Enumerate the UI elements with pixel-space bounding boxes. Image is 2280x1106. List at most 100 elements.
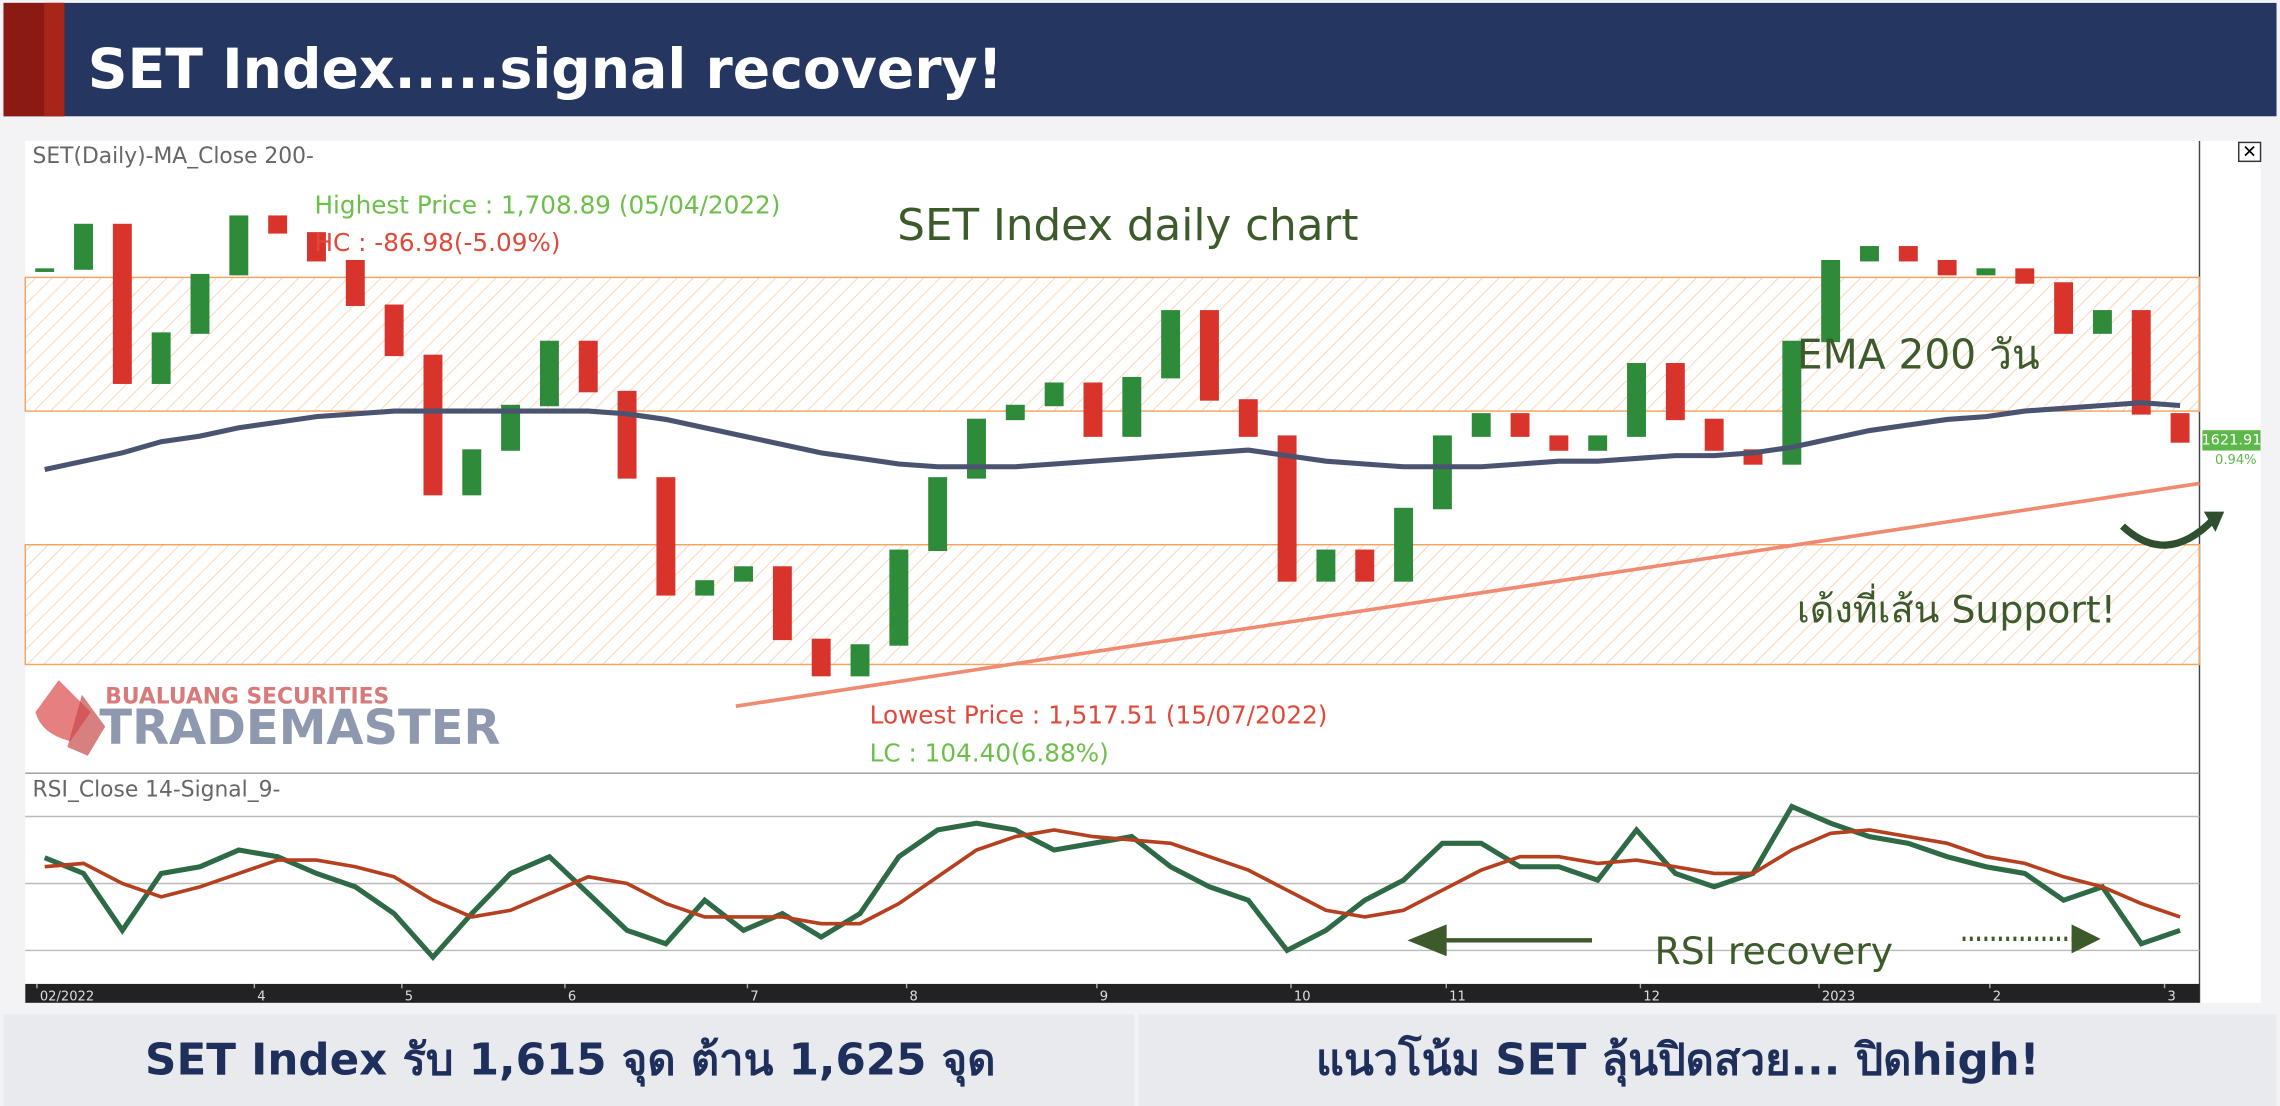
bounce-arrow: [2119, 517, 2216, 549]
candle: [268, 215, 288, 234]
x-tick-label: 10: [1294, 989, 1311, 1004]
candle: [1355, 549, 1375, 582]
candle: [501, 404, 521, 451]
candle: [2170, 413, 2190, 443]
candle: [1860, 246, 1879, 262]
x-tick-label: 2: [1993, 989, 2001, 1004]
x-tick-label: 2023: [1822, 989, 1855, 1004]
logo-top: BUALUANG SECURITIES: [105, 685, 389, 710]
lc-label: LC : 104.40(6.88%): [870, 738, 1109, 767]
header-bar: [3, 2, 2277, 117]
time-axis-bar: [25, 983, 2200, 1003]
footer-left-box: [3, 1014, 1135, 1106]
x-tick-label: 02/2022: [40, 989, 94, 1004]
candle: [151, 332, 171, 384]
candle: [384, 304, 404, 357]
candle: [345, 259, 365, 306]
ema-line: [44, 400, 2181, 473]
candle: [307, 232, 326, 262]
candle: [35, 268, 55, 272]
ema-label: EMA 200 วัน: [1797, 331, 2040, 379]
candle: [1627, 363, 1646, 437]
x-tick-label: 7: [750, 989, 758, 1004]
rsi-arrowhead-right: [2071, 924, 2101, 954]
candle: [1510, 413, 1530, 437]
candle: [889, 549, 909, 646]
candle: [190, 273, 210, 334]
signal-line: [44, 828, 2181, 926]
candle: [772, 566, 792, 641]
candle: [1316, 549, 1336, 582]
candle: [1277, 435, 1297, 582]
candle: [811, 638, 831, 677]
candle: [2054, 282, 2074, 334]
candle: [2015, 268, 2035, 284]
hc-label: HC : -86.98(-5.09%): [314, 228, 560, 257]
support-line: [735, 481, 2200, 709]
candle: [2092, 310, 2112, 334]
candle: [695, 580, 715, 596]
page-title: SET Index.....signal recovery!: [88, 38, 1003, 102]
candle: [1821, 259, 1841, 343]
price-panel-title: SET(Daily)-MA_Close 200-: [33, 144, 314, 169]
footer-left: SET Index รับ 1,615 จุด ต้าน 1,625 จุด: [145, 1035, 995, 1087]
support-label: เด้งที่เส้น Support!: [1797, 583, 2116, 631]
candle: [423, 354, 443, 496]
candle: [1083, 382, 1103, 437]
candle: [1432, 435, 1452, 510]
candle: [1782, 340, 1802, 465]
lowest-label: Lowest Price : 1,517.51 (15/07/2022): [870, 701, 1328, 730]
candle: [1122, 376, 1142, 437]
candle: [1044, 382, 1064, 407]
candle: [2131, 310, 2151, 415]
candle: [656, 477, 676, 596]
candle: [229, 215, 249, 276]
candle: [112, 223, 132, 384]
candle: [1588, 435, 1608, 451]
candle: [617, 390, 637, 479]
zone: [24, 544, 2201, 666]
candle: [1471, 413, 1491, 437]
candle: [850, 644, 870, 677]
chart-title: SET Index daily chart: [897, 201, 1358, 251]
candle: [1161, 310, 1181, 379]
candle: [1005, 404, 1025, 421]
change-tag: 0.94%: [2215, 453, 2257, 468]
price-tag-bg: [2202, 430, 2261, 451]
candle: [1549, 435, 1569, 451]
logo-mark-inner: [67, 694, 106, 756]
candle: [1199, 310, 1219, 401]
plot: 02/2022 4 5 6 7 8 9 10 11 12 2023 2 3: [24, 215, 2201, 1004]
bounce-arrowhead: [2203, 511, 2225, 532]
rsi-arrowhead-left: [1407, 924, 1447, 957]
candle: [734, 566, 754, 582]
candle: [1238, 399, 1258, 437]
x-tick-label: 5: [405, 989, 413, 1004]
candle: [928, 477, 948, 552]
candle: [539, 340, 559, 407]
candle: [462, 449, 482, 496]
candle: [1976, 268, 1996, 276]
header-accent-stripe: [44, 2, 65, 117]
x-tick-label: 8: [910, 989, 918, 1004]
x-tick-label: 11: [1449, 989, 1466, 1004]
candle: [74, 223, 93, 270]
candle: [1665, 363, 1685, 421]
close-icon[interactable]: ✕: [2242, 143, 2257, 163]
candle: [1704, 418, 1724, 451]
x-tick-label: 9: [1100, 989, 1108, 1004]
candle: [967, 418, 986, 479]
footer-right-box: [1138, 1014, 2277, 1106]
highest-label: Highest Price : 1,708.89 (05/04/2022): [314, 190, 780, 219]
candle: [1937, 259, 1957, 276]
x-tick-label: 6: [568, 989, 576, 1004]
rsi-panel-title: RSI_Close 14-Signal_9-: [33, 778, 281, 803]
close-button[interactable]: [2238, 141, 2262, 163]
footer-right: แนวโน้ม SET ลุ้นปิดสวย... ปิดhigh!: [1316, 1033, 2040, 1087]
rsi-annotation: RSI recovery: [1654, 929, 1893, 973]
x-tick-label: 3: [2167, 989, 2175, 1004]
price-tag: 1621.91: [2201, 432, 2261, 448]
candle: [1898, 246, 1918, 262]
